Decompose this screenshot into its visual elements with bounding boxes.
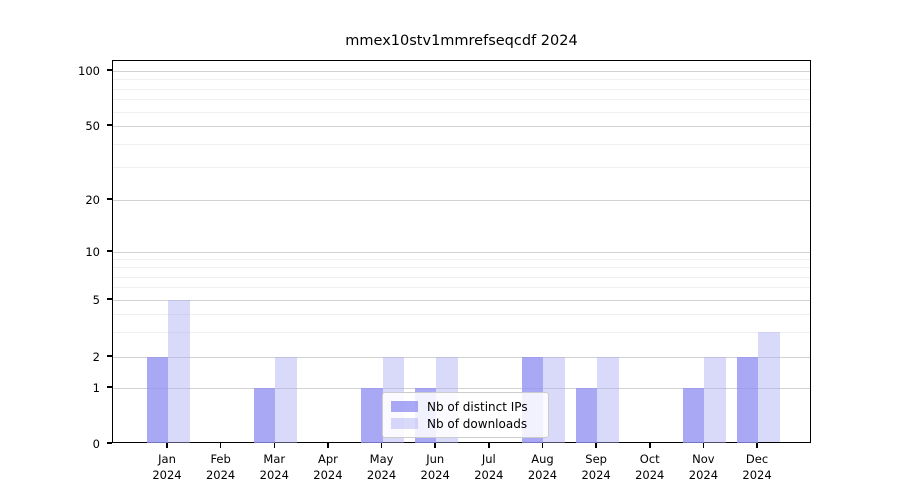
x-tick-label-may: May 2024 [366, 452, 397, 482]
x-tick-feb [219, 443, 222, 448]
y-tick-10 [107, 250, 112, 252]
gridline-minor-6 [113, 287, 810, 289]
y-tick-100 [107, 69, 112, 71]
bar-ips-may [361, 388, 383, 443]
gridline-minor-40 [113, 144, 810, 146]
bar-ips-nov [682, 388, 705, 443]
gridline-minor-4 [113, 313, 810, 315]
x-tick-label-mar: Mar 2024 [259, 452, 289, 482]
legend-item-downloads: Nb of downloads [391, 415, 540, 432]
bar-downloads-dec [758, 331, 780, 443]
y-tick-label-50: 50 [85, 118, 100, 133]
y-tick-0 [107, 442, 112, 444]
bar-ips-dec [736, 357, 759, 443]
gridline-5 [113, 300, 810, 301]
x-tick-label-jul: Jul 2024 [474, 452, 504, 482]
x-tick-jun [434, 443, 436, 448]
y-tick-50 [107, 124, 112, 126]
x-tick-aug [541, 443, 544, 448]
x-tick-apr [327, 443, 329, 448]
bar-ips-sep [575, 388, 598, 443]
y-tick-label-2: 2 [92, 349, 100, 364]
x-tick-label-nov: Nov 2024 [688, 452, 719, 482]
y-tick-5 [107, 298, 112, 300]
gridline-minor-90 [113, 79, 810, 81]
gridline-50 [113, 126, 810, 127]
legend: Nb of distinct IPs Nb of downloads [382, 392, 549, 438]
y-tick-label-5: 5 [92, 292, 100, 307]
bar-downloads-jan [168, 300, 190, 443]
gridline-minor-9 [113, 259, 810, 261]
y-tick-label-100: 100 [78, 63, 100, 78]
legend-label-downloads: Nb of downloads [427, 416, 528, 431]
x-tick-label-sep: Sep 2024 [581, 452, 611, 482]
gridline-minor-60 [113, 111, 810, 113]
legend-label-ips: Nb of distinct IPs [427, 399, 528, 414]
bar-downloads-mar [275, 357, 297, 443]
y-tick-label-1: 1 [92, 380, 100, 395]
x-tick-label-dec: Dec 2024 [742, 452, 772, 482]
bar-downloads-nov [704, 357, 726, 443]
plot-area: Nb of distinct IPs Nb of downloads [112, 60, 811, 443]
gridline-minor-70 [113, 99, 810, 101]
gridline-1 [113, 388, 810, 389]
bar-ips-jan [146, 357, 168, 443]
x-tick-label-jun: Jun 2024 [420, 452, 450, 482]
y-tick-20 [107, 198, 112, 200]
gridline-minor-3 [113, 331, 810, 333]
gridline-10 [113, 252, 810, 253]
x-tick-dec [756, 443, 758, 448]
gridline-2 [113, 357, 810, 358]
x-tick-mar [273, 443, 276, 448]
x-tick-jan [166, 443, 168, 448]
x-tick-label-oct: Oct 2024 [635, 452, 665, 482]
gridline-20 [113, 200, 810, 201]
y-tick-label-20: 20 [85, 192, 100, 207]
bar-downloads-sep [597, 357, 619, 443]
legend-swatch-ips [391, 401, 418, 412]
x-tick-may [380, 443, 383, 448]
x-tick-label-feb: Feb 2024 [205, 452, 236, 482]
gridline-minor-30 [113, 167, 810, 169]
gridline-minor-80 [113, 88, 810, 90]
bar-ips-mar [253, 388, 276, 443]
x-tick-label-aug: Aug 2024 [527, 452, 558, 482]
y-tick-label-10: 10 [85, 244, 100, 259]
gridline-minor-7 [113, 276, 810, 278]
y-tick-label-0: 0 [92, 436, 100, 451]
x-tick-jul [488, 443, 490, 448]
legend-swatch-downloads [391, 418, 418, 429]
legend-item-distinct-ips: Nb of distinct IPs [391, 398, 540, 415]
x-tick-oct [649, 443, 651, 448]
y-tick-1 [107, 386, 112, 388]
x-tick-nov [702, 443, 705, 448]
y-tick-2 [107, 355, 112, 357]
x-tick-sep [595, 443, 597, 448]
x-tick-label-apr: Apr 2024 [313, 452, 343, 482]
gridline-100 [113, 71, 810, 72]
chart-title: mmex10stv1mmrefseqcdf 2024 [345, 33, 578, 49]
gridline-minor-8 [113, 267, 810, 269]
x-tick-label-jan: Jan 2024 [152, 452, 182, 482]
